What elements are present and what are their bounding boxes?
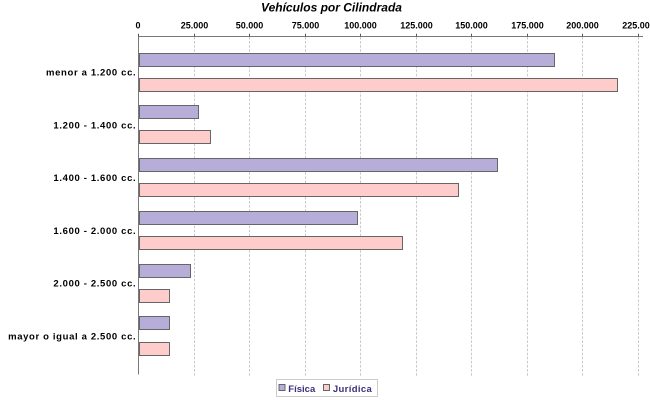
svg-text:50.000: 50.000 [236, 20, 264, 30]
svg-text:175.000: 175.000 [511, 20, 544, 30]
svg-text:mayor o igual a 2.500 cc.: mayor o igual a 2.500 cc. [8, 331, 136, 342]
svg-text:100.000: 100.000 [344, 20, 377, 30]
svg-text:menor a 1.200 cc.: menor a 1.200 cc. [46, 68, 136, 79]
svg-text:1.400 - 1.600 cc.: 1.400 - 1.600 cc. [53, 173, 136, 184]
svg-text:1.600 - 2.000 cc.: 1.600 - 2.000 cc. [53, 226, 136, 237]
svg-text:Jurídica: Jurídica [333, 384, 373, 395]
svg-text:200.000: 200.000 [566, 20, 599, 30]
svg-text:Vehículos por Cilindrada: Vehículos por Cilindrada [261, 0, 402, 14]
svg-text:75.000: 75.000 [292, 20, 320, 30]
svg-text:1.200 - 1.400 cc.: 1.200 - 1.400 cc. [53, 120, 136, 131]
svg-text:150.000: 150.000 [455, 20, 488, 30]
svg-text:25.000: 25.000 [181, 20, 209, 30]
svg-text:2.000 - 2.500 cc.: 2.000 - 2.500 cc. [53, 279, 136, 290]
svg-text:Física: Física [288, 384, 316, 395]
svg-text:225.000: 225.000 [622, 20, 650, 30]
svg-text:125.000: 125.000 [400, 20, 433, 30]
svg-text:0: 0 [135, 20, 140, 30]
